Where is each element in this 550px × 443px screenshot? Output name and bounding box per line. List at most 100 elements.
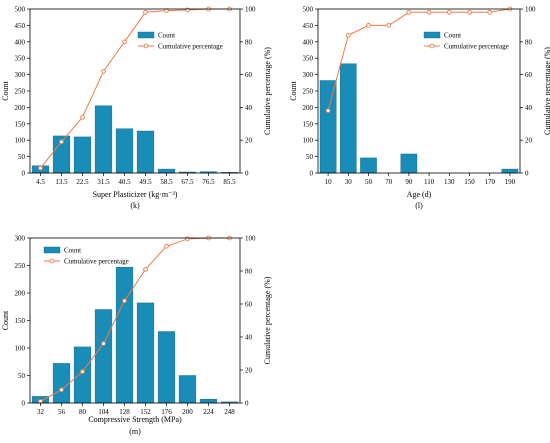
legend-line-marker [49,258,55,264]
x-tick-label: 31.5 [97,178,110,186]
cumulative-point [122,298,127,304]
x-tick-label: 58.5 [160,178,173,186]
bar [360,157,377,174]
y-tick-label: 450 [303,22,314,30]
y-tick-label: 450 [15,22,26,30]
y2-tick-label: 20 [525,137,533,145]
x-tick-label: 32 [37,408,45,416]
bar [136,130,155,174]
cumulative-point [345,32,351,38]
cumulative-point [406,9,412,15]
cumulative-point [446,9,452,15]
x-tick-label: 85.5 [223,178,236,186]
y-tick-label: 50 [18,153,26,161]
y2-tick-label: 80 [245,38,253,46]
legend: Count Cumulative percentage [43,247,129,266]
bar [115,128,134,174]
y2-tick-label: 20 [245,367,253,375]
bar [94,105,113,174]
y2-tick-label: 80 [525,38,533,46]
y-tick-label: 350 [15,55,26,63]
x-tick-label: 170 [484,178,495,186]
y2-axis-title: Cumulative percentage (%) [543,47,550,135]
cumulative-point [325,108,331,114]
y-tick-label: 100 [15,345,26,353]
chart-panel-1: 0 50 100 150 200 250 300 350 400 450 500 0 20 40 60 80 1… [1,6,272,211]
y-tick-label: 100 [15,137,26,145]
y2-tick-label: 80 [245,268,253,276]
cumulative-line [40,8,230,169]
x-tick-label: 22.5 [76,178,89,186]
y2-tick-label: 0 [245,400,249,408]
x-tick-label: 70 [385,178,393,186]
panel-label: (l) [415,201,423,210]
y-tick-label: 300 [15,235,26,243]
panel-label: (k) [130,201,140,210]
cumulative-point [59,139,64,145]
y-tick-label: 150 [15,120,26,128]
legend-count-label: Count [64,247,81,255]
y-tick-label: 250 [15,88,26,96]
x-tick-label: 13.5 [55,178,68,186]
x-tick-label: 90 [405,178,413,186]
x-tick-label: 49.5 [139,178,152,186]
panel-label: (m) [129,427,141,436]
legend: Count Cumulative percentage [423,31,509,51]
y2-tick-label: 40 [525,104,533,112]
y2-tick-label: 20 [245,137,253,145]
y-tick-label: 400 [15,38,26,46]
cumulative-line [40,237,230,402]
cumulative-point [143,9,148,15]
cumulative-point [38,165,43,171]
y-tick-label: 500 [15,6,26,14]
bar [178,375,197,404]
x-tick-label: 10 [325,178,333,186]
y-tick-label: 400 [303,38,314,46]
y2-tick-label: 60 [525,71,533,79]
y2-tick-label: 60 [245,301,253,309]
cumulative-point [101,68,106,74]
y-axis-title: Count [1,310,10,330]
cumulative-point [80,114,85,120]
y-tick-label: 200 [15,104,26,112]
y-tick-label: 150 [15,317,26,325]
x-tick-label: 30 [345,178,353,186]
y-tick-label: 500 [303,6,314,14]
cumulative-point [426,9,432,15]
bar [340,63,357,174]
legend-count-swatch [137,31,155,39]
legend: Count Cumulative percentage [137,31,223,51]
y-tick-label: 50 [306,153,314,161]
y-tick-label: 200 [15,290,26,298]
legend-line-label: Cumulative percentage [158,43,223,51]
y-axis-title: Count [289,80,298,100]
y-tick-label: 200 [303,104,314,112]
y2-tick-label: 40 [245,104,253,112]
bar [94,309,113,404]
x-axis-title: Super Plasticizer (kg·m⁻³) [93,190,178,199]
cumulative-point [366,23,371,28]
x-tick-label: 200 [182,408,193,416]
cumulative-point [164,243,169,249]
legend-count-swatch [423,31,441,39]
bar [319,80,337,174]
bar [400,153,418,174]
x-tick-label: 176 [161,408,172,416]
x-tick-label: 224 [203,408,214,416]
y2-tick-label: 100 [245,6,256,14]
y2-tick-label: 0 [525,170,529,178]
x-tick-label: 128 [119,408,130,416]
x-tick-label: 110 [424,178,435,186]
y2-tick-label: 100 [525,6,536,14]
cumulative-point [467,9,472,15]
x-tick-label: 40.5 [118,178,131,186]
x-tick-label: 76.5 [202,178,215,186]
y2-tick-label: 0 [245,170,249,178]
cumulative-point [122,39,127,45]
x-axis-title: Compressive Strength (MPa) [88,415,182,424]
bar [501,168,519,174]
y-tick-label: 150 [303,120,314,128]
y-tick-label: 50 [18,372,26,380]
x-axis-title: Age (d) [407,190,432,199]
